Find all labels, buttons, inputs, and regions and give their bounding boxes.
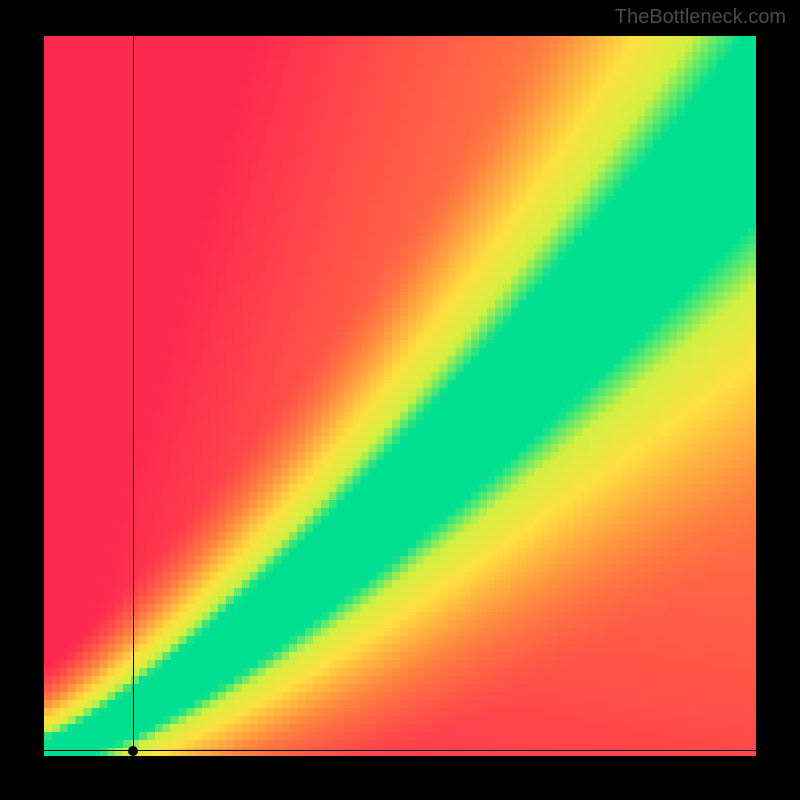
chart-container: TheBottleneck.com — [0, 0, 800, 800]
crosshair-vertical — [133, 36, 134, 756]
crosshair-marker — [128, 746, 138, 756]
crosshair-horizontal — [44, 750, 756, 751]
heatmap-canvas — [44, 36, 756, 756]
plot-area — [44, 36, 756, 756]
watermark-text: TheBottleneck.com — [615, 6, 786, 29]
